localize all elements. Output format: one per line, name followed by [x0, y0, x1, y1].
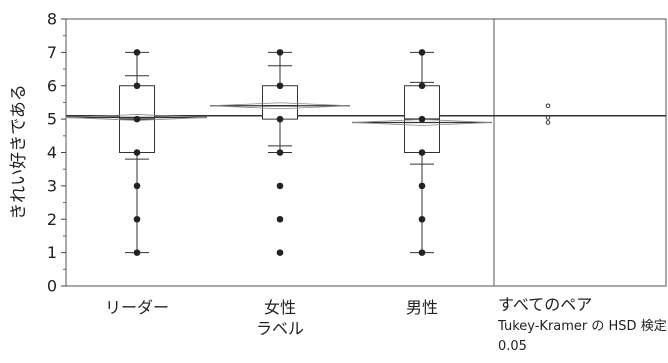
- category-label-3: 男性: [406, 298, 438, 317]
- category-2: [209, 49, 351, 256]
- y-tick-label-0: 0: [47, 277, 57, 296]
- y-tick-label-7: 7: [47, 43, 57, 62]
- y-tick-label-8: 8: [47, 10, 57, 29]
- data-point-2: [276, 215, 284, 223]
- data-point-5: [133, 115, 141, 123]
- y-tick-label-5: 5: [47, 110, 57, 129]
- category-label-1: リーダー: [105, 298, 169, 317]
- data-point-1: [276, 249, 284, 256]
- y-tick-label-6: 6: [47, 76, 57, 95]
- y-tick-label-2: 2: [47, 210, 57, 229]
- category-label-2: 女性: [264, 298, 296, 317]
- data-point-4: [276, 149, 284, 156]
- y-axis-label: きれい好きである: [9, 84, 29, 220]
- category-1: [66, 49, 208, 256]
- y-tick-label-1: 1: [47, 243, 57, 262]
- data-point-5: [418, 115, 426, 123]
- data-point-5: [276, 115, 284, 123]
- data-point-3: [418, 182, 426, 190]
- y-axis: 0 1 2 3 4 5 6 7 8: [47, 10, 66, 296]
- plot-frame: [65, 18, 667, 287]
- data-point-2: [133, 215, 141, 223]
- comparison-label-line-3: 0.05: [498, 339, 527, 354]
- data-point-4: [418, 149, 426, 156]
- plot-area: [65, 18, 667, 287]
- means-diamond: [209, 102, 351, 110]
- data-point-6: [418, 82, 426, 90]
- data-point-2: [418, 215, 426, 223]
- comparison-circle-2: [545, 115, 551, 120]
- data-point-7: [276, 49, 284, 56]
- comparison-label-line-1: すべてのペア: [498, 295, 592, 314]
- labels: きれい好きである ラベル リーダー 女性 男性 すべてのペア Tukey-Kramer …: [9, 84, 667, 354]
- means-diamond: [66, 114, 208, 121]
- comparison-label-line-2: Tukey-Kramer の HSD 検定: [497, 319, 667, 334]
- data-point-3: [276, 182, 284, 190]
- y-tick-label-3: 3: [47, 176, 57, 195]
- data-point-6: [276, 82, 284, 90]
- comparison-circle-1: [545, 103, 551, 109]
- data-point-3: [133, 182, 141, 190]
- category-3: [351, 49, 493, 256]
- y-tick-label-4: 4: [47, 143, 57, 162]
- x-axis-title: ラベル: [256, 319, 304, 338]
- box-plots: [66, 49, 551, 256]
- data-point-6: [133, 82, 141, 90]
- data-point-1: [133, 249, 141, 256]
- data-point-7: [133, 49, 141, 56]
- comparison-circle-3: [545, 120, 551, 125]
- data-point-7: [418, 49, 426, 56]
- data-point-1: [418, 249, 426, 256]
- data-point-4: [133, 149, 141, 156]
- means-diamond: [351, 119, 493, 126]
